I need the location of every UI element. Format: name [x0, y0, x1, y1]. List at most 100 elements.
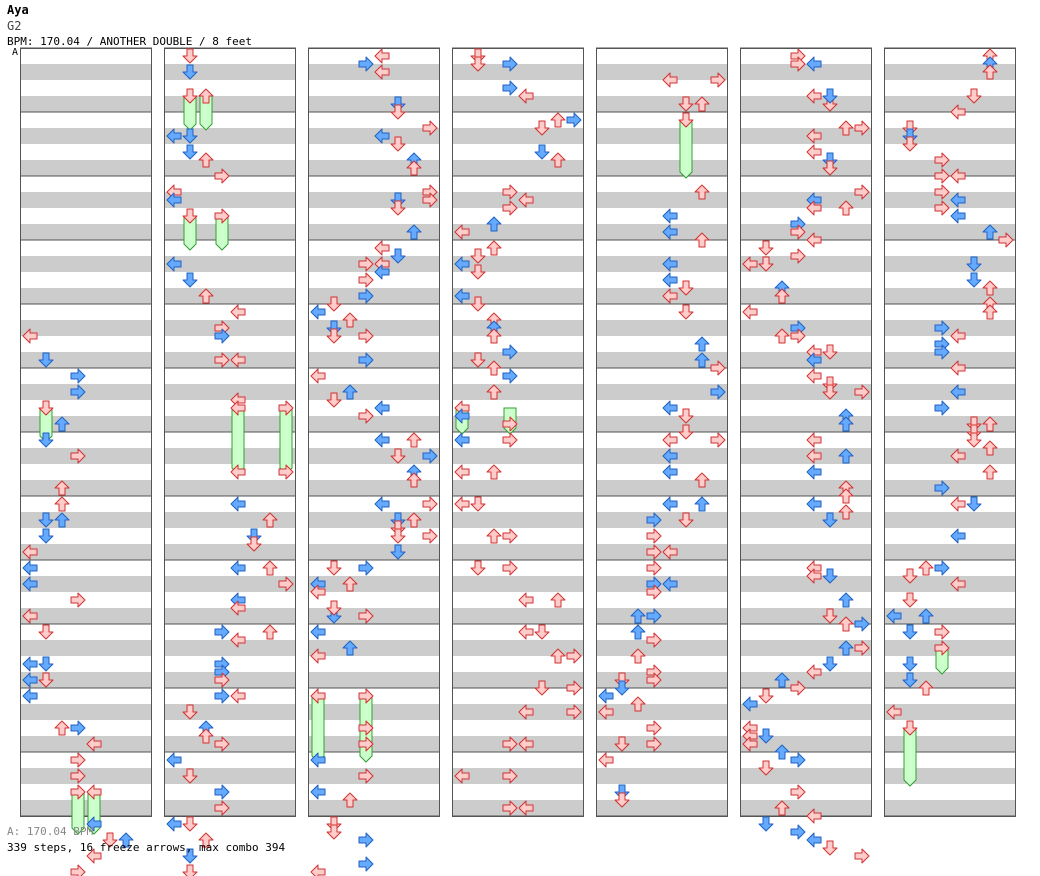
step-arrow-right [214, 784, 230, 800]
step-arrow-right [854, 384, 870, 400]
step-arrow-right [646, 544, 662, 560]
beat-stripe [596, 672, 728, 688]
step-arrow-left [806, 496, 822, 512]
step-arrow-right [358, 608, 374, 624]
step-arrow-up [550, 112, 566, 128]
step-arrow-right [502, 560, 518, 576]
step-arrow-right [790, 56, 806, 72]
beat-stripe [452, 160, 584, 176]
step-arrow-down [822, 384, 838, 400]
beat-stripe [740, 512, 872, 528]
step-arrow-down [38, 432, 54, 448]
step-arrow-up [54, 416, 70, 432]
step-arrow-left [662, 72, 678, 88]
beat-stripe [596, 768, 728, 784]
step-arrow-left [166, 192, 182, 208]
step-arrow-left [22, 688, 38, 704]
step-arrow-right [934, 480, 950, 496]
step-arrow-right [934, 168, 950, 184]
step-arrow-left [742, 256, 758, 272]
step-arrow-right [422, 120, 438, 136]
step-arrow-left [310, 752, 326, 768]
chart-column [164, 47, 296, 876]
beat-stripe [308, 800, 440, 816]
step-arrow-up [774, 288, 790, 304]
beat-stripe [20, 672, 152, 688]
beat-stripe [20, 736, 152, 752]
beat-stripe [740, 800, 872, 816]
beat-stripe [308, 64, 440, 80]
step-arrow-left [374, 496, 390, 512]
beat-stripe [452, 736, 584, 752]
step-arrow-right [70, 384, 86, 400]
step-arrow-left [806, 432, 822, 448]
step-arrow-left [518, 592, 534, 608]
step-arrow-right [502, 736, 518, 752]
beat-stripe [20, 352, 152, 368]
step-arrow-up [486, 384, 502, 400]
step-arrow-right [422, 528, 438, 544]
step-arrow-up [262, 624, 278, 640]
beat-stripe [20, 576, 152, 592]
step-arrow-down [534, 120, 550, 136]
beat-stripe [308, 352, 440, 368]
step-arrow-left [662, 576, 678, 592]
beat-stripe [308, 288, 440, 304]
beat-stripe [452, 128, 584, 144]
step-arrow-right [358, 736, 374, 752]
step-arrow-up [918, 560, 934, 576]
step-arrow-left [230, 600, 246, 616]
step-arrow-up [486, 528, 502, 544]
step-arrow-right [854, 120, 870, 136]
step-arrow-down [326, 824, 342, 840]
step-arrow-down [678, 408, 694, 424]
step-arrow-left [230, 496, 246, 512]
beat-stripe [164, 448, 296, 464]
step-arrow-right [70, 448, 86, 464]
step-arrow-left [22, 560, 38, 576]
step-arrow-down [902, 592, 918, 608]
step-arrow-right [646, 560, 662, 576]
step-arrow-up [550, 648, 566, 664]
beat-stripe [452, 352, 584, 368]
beat-stripe [20, 704, 152, 720]
beat-stripe [740, 480, 872, 496]
step-arrow-right [214, 688, 230, 704]
step-arrow-right [358, 328, 374, 344]
step-arrow-right [70, 720, 86, 736]
step-arrow-up [262, 512, 278, 528]
step-arrow-up [342, 792, 358, 808]
step-arrow-left [230, 304, 246, 320]
step-arrow-left [662, 432, 678, 448]
step-arrow-right [566, 704, 582, 720]
step-arrow-right [790, 752, 806, 768]
step-arrow-down [822, 656, 838, 672]
step-arrow-down [102, 832, 118, 848]
beat-stripe [884, 128, 1016, 144]
step-arrow-down [470, 496, 486, 512]
step-arrow-up [630, 648, 646, 664]
beat-stripe [164, 128, 296, 144]
step-arrow-right [790, 248, 806, 264]
chart-info: BPM: 170.04 / ANOTHER DOUBLE / 8 feet [7, 35, 253, 48]
beat-stripe [308, 224, 440, 240]
step-arrow-up [342, 640, 358, 656]
step-arrow-down [38, 512, 54, 528]
beat-stripe [596, 576, 728, 592]
step-arrow-up [918, 608, 934, 624]
chart-level: G2 [7, 19, 22, 33]
freeze-arrow [311, 695, 325, 763]
step-arrow-right [502, 800, 518, 816]
step-arrow-up [54, 720, 70, 736]
beat-stripe [452, 64, 584, 80]
beat-stripe [164, 704, 296, 720]
beat-stripe [164, 800, 296, 816]
step-arrow-right [934, 624, 950, 640]
beat-stripe [308, 576, 440, 592]
step-arrow-right [70, 864, 86, 876]
step-arrow-up [486, 360, 502, 376]
step-arrow-left [662, 400, 678, 416]
step-arrow-right [502, 184, 518, 200]
step-arrow-up [774, 328, 790, 344]
